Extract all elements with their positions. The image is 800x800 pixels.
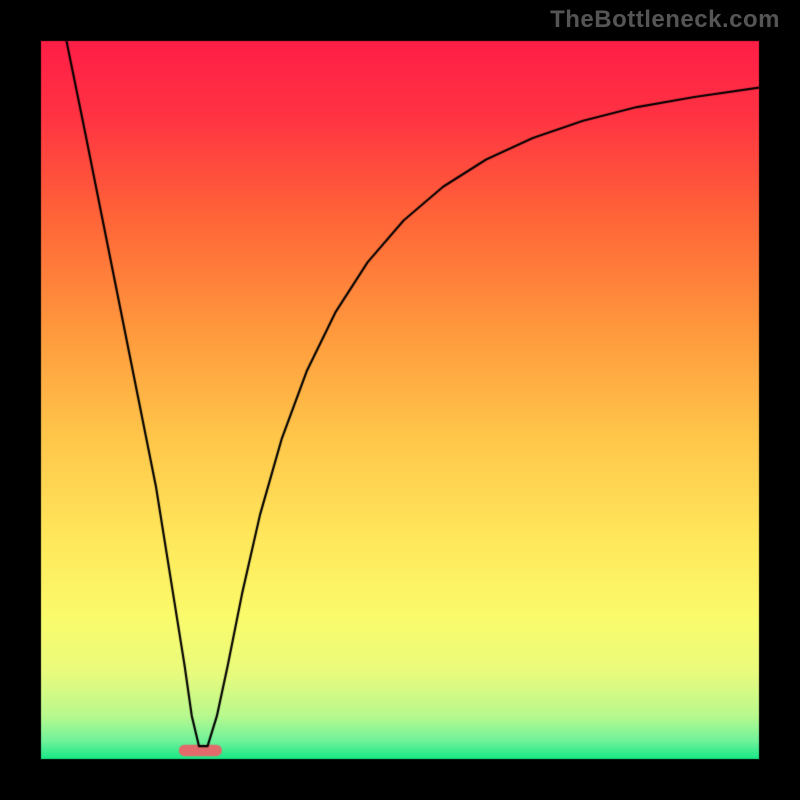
chart-curve-canvas <box>0 0 800 800</box>
bottleneck-chart: TheBottleneck.com <box>0 0 800 800</box>
watermark-text: TheBottleneck.com <box>550 6 780 34</box>
